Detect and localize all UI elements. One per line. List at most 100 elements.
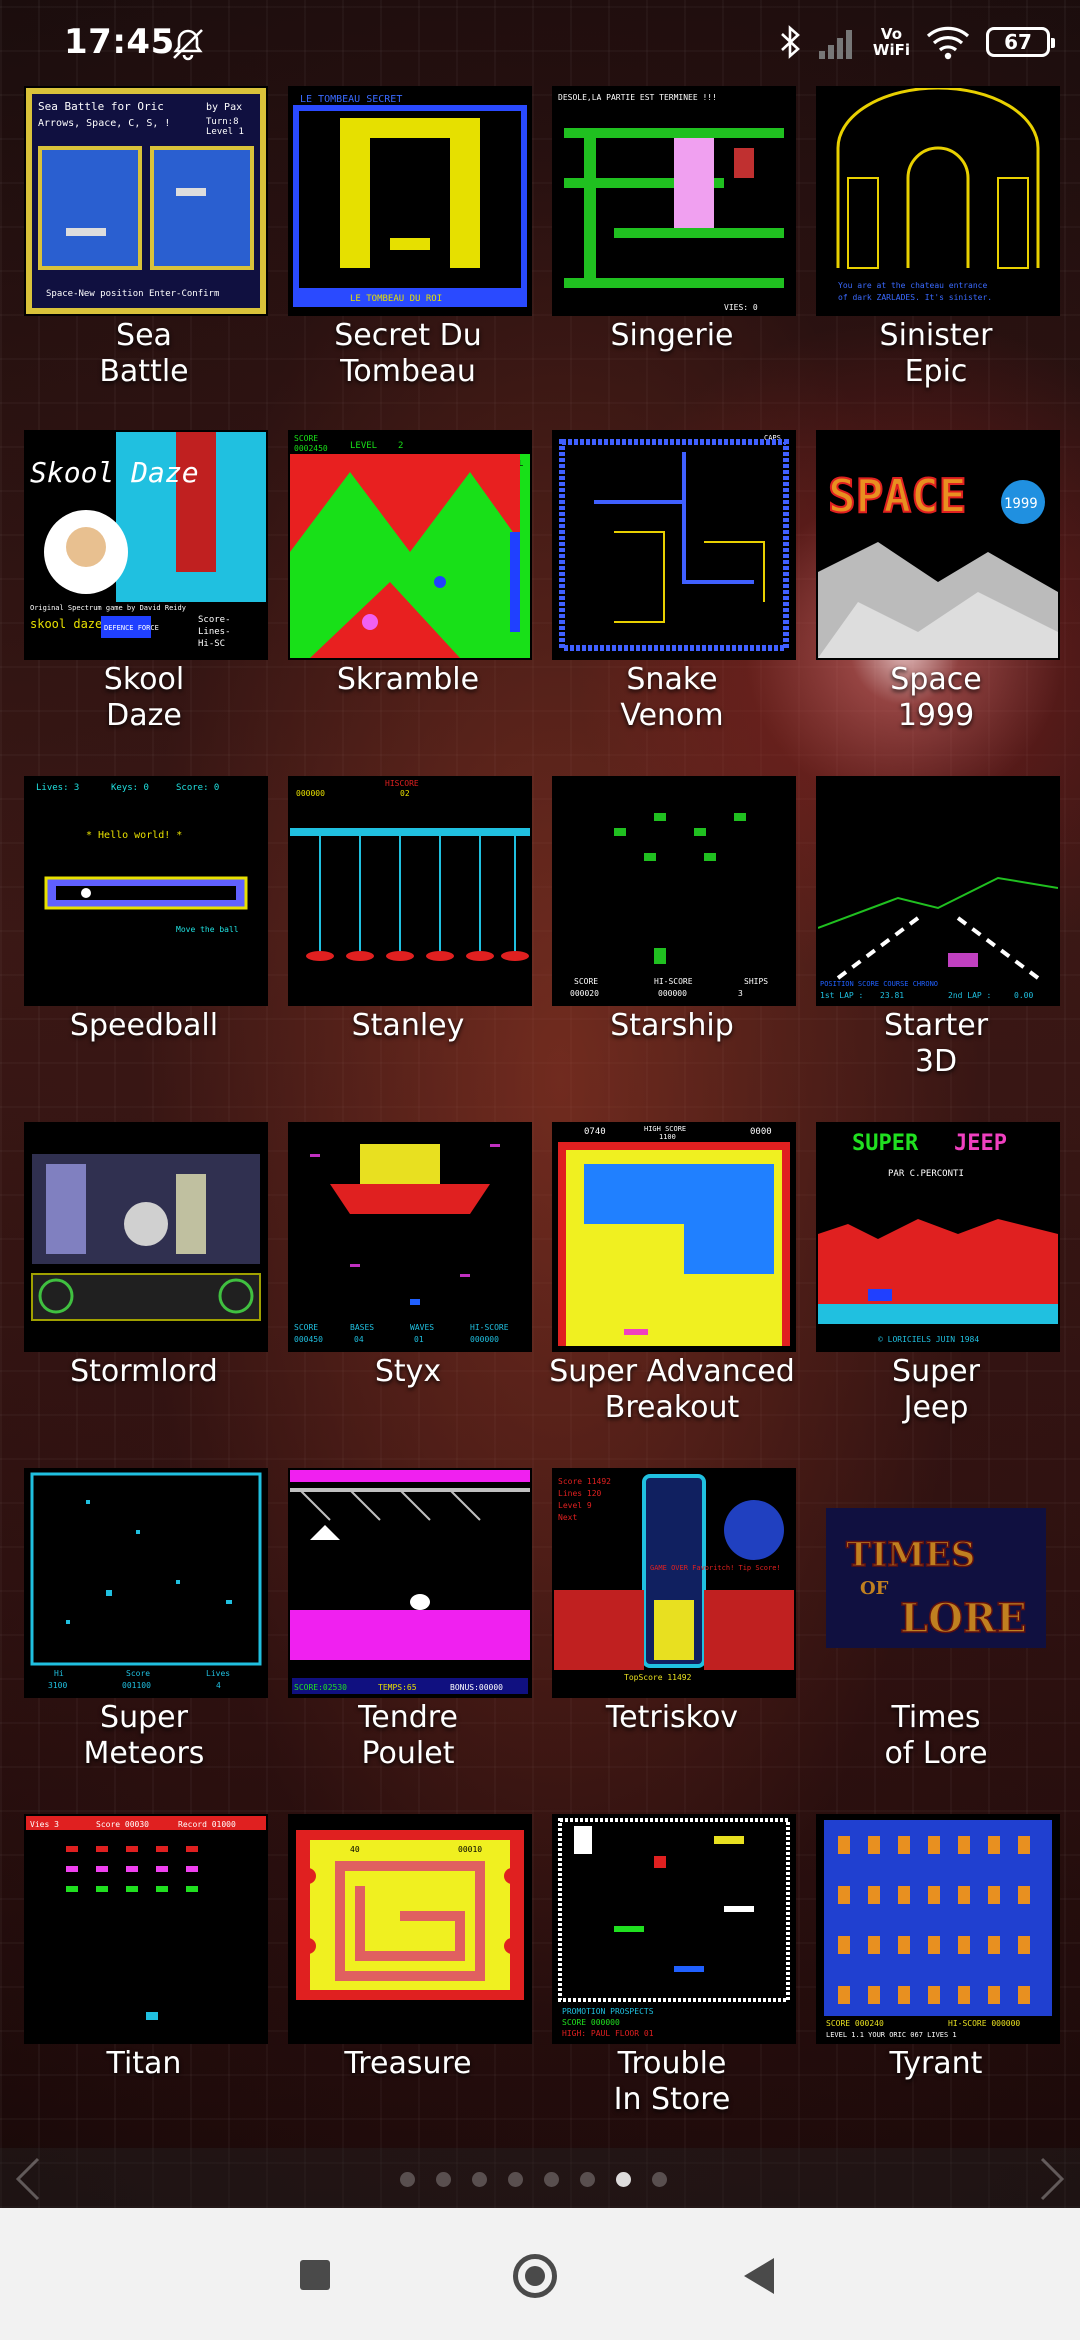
thumb-text: Skool Daze xyxy=(30,456,199,489)
thumb-text: Score- xyxy=(198,615,231,625)
app-thumbnail: SUPER JEEP PAR C.PERCONTI © LORICIELS JU… xyxy=(816,1122,1060,1352)
home-button[interactable] xyxy=(513,2254,557,2298)
app-thumbnail: DESOLE,LA PARTIE EST TERMINEE !!! VIES: … xyxy=(552,86,796,316)
app-secret-du-tombeau[interactable]: LE TOMBEAU SECRET LE TOMBEAU DU ROI Secr… xyxy=(276,82,540,412)
app-thumbnail: SCORE BASES WAVES HI-SCORE 000450 04 01 … xyxy=(288,1122,532,1352)
thumb-text: Turn:8 xyxy=(206,117,239,127)
thumb-text: 04 xyxy=(354,1335,364,1344)
thumb-text: HI-SCORE xyxy=(654,977,693,986)
thumb-text: Lives: 3 xyxy=(36,783,79,793)
app-label: Stanley xyxy=(351,1008,465,1043)
app-label: Super Advanced Breakout xyxy=(549,1354,795,1425)
app-thumbnail: Vies 3 Score 00030 Record 01000 xyxy=(24,1814,268,2044)
thumb-text: Original Spectrum game by David Reidy xyxy=(30,604,186,612)
app-titan[interactable]: Vies 3 Score 00030 Record 01000 Titan xyxy=(12,1810,276,2140)
app-label: Sinister Epic xyxy=(879,318,993,389)
app-thumbnail: SCORE:02530 TEMPS:65 BONUS:00000 xyxy=(288,1468,532,1698)
app-thumbnail: PROMOTION PROSPECTS SCORE 000000 HIGH: P… xyxy=(552,1814,796,2044)
app-thumbnail: Sea Battle for Oric by Pax Arrows, Space… xyxy=(24,86,268,316)
page-dot[interactable] xyxy=(508,2172,523,2187)
thumb-text: Score 11492 xyxy=(558,1477,611,1486)
thumb-text: 1999 xyxy=(1004,496,1038,512)
page-dot[interactable] xyxy=(436,2172,451,2187)
app-thumbnail: You are at the chateau entrance of dark … xyxy=(816,86,1060,316)
back-button[interactable] xyxy=(744,2258,774,2294)
thumb-text: BONUS:00000 xyxy=(450,1683,503,1692)
app-super-advanced-breakout[interactable]: 0740 HIGH SCORE 1100 0000 Super Advanced… xyxy=(540,1118,804,1448)
thumb-text: 4 xyxy=(216,1681,221,1690)
app-skool-daze[interactable]: Skool Daze Original Spectrum game by Dav… xyxy=(12,426,276,756)
thumb-text: Lines 120 xyxy=(558,1489,602,1498)
status-bar: 17:45 Vo WiFi 67 xyxy=(0,0,1080,86)
app-super-meteors[interactable]: Hi Score Lives 3100 001100 4 Super Meteo… xyxy=(12,1464,276,1794)
page-indicator-bar xyxy=(0,2148,1080,2208)
app-space-1999[interactable]: SPACE 1999 Space 1999 xyxy=(804,426,1068,756)
battery-level: 67 xyxy=(1004,30,1032,54)
app-thumbnail: Skool Daze Original Spectrum game by Dav… xyxy=(24,430,268,660)
thumb-text: SCORE xyxy=(294,1323,318,1332)
thumb-text: 23.81 xyxy=(880,991,904,1000)
app-label: Super Jeep xyxy=(892,1354,980,1425)
app-label: Skramble xyxy=(336,662,480,697)
page-dot[interactable] xyxy=(652,2172,667,2187)
bluetooth-icon xyxy=(781,25,800,59)
battery-icon: 67 xyxy=(986,27,1055,57)
page-dot[interactable] xyxy=(544,2172,559,2187)
thumb-text: HIGH: PAUL FLOOR 01 xyxy=(562,2029,654,2038)
app-label: Starship xyxy=(610,1008,734,1043)
app-styx[interactable]: SCORE BASES WAVES HI-SCORE 000450 04 01 … xyxy=(276,1118,540,1448)
previous-page-arrow-icon[interactable] xyxy=(8,2154,48,2204)
app-snake-venom[interactable]: CAPS Snake Venom xyxy=(540,426,804,756)
app-starter-3d[interactable]: POSITION SCORE COURSE CHRONO 1st LAP : 2… xyxy=(804,772,1068,1102)
thumb-text: LEVEL xyxy=(350,441,377,451)
app-label: Treasure xyxy=(344,2046,472,2081)
app-label: Tetriskov xyxy=(605,1700,739,1735)
app-super-jeep[interactable]: SUPER JEEP PAR C.PERCONTI © LORICIELS JU… xyxy=(804,1118,1068,1448)
page-dots xyxy=(400,2172,667,2187)
app-label: Snake Venom xyxy=(620,662,724,733)
app-stanley[interactable]: HISCORE 000000 02 Stanley xyxy=(276,772,540,1102)
thumb-text: DESOLE,LA PARTIE EST TERMINEE !!! xyxy=(558,93,717,102)
thumb-text: 0.00 xyxy=(1014,991,1033,1000)
thumb-text: SCORE xyxy=(574,977,598,986)
app-label: Singerie xyxy=(610,318,734,353)
page-dot[interactable] xyxy=(400,2172,415,2187)
page-dot[interactable] xyxy=(472,2172,487,2187)
thumb-text: Record 01000 xyxy=(178,1820,236,1829)
thumb-text: Next xyxy=(558,1513,577,1522)
app-singerie[interactable]: DESOLE,LA PARTIE EST TERMINEE !!! VIES: … xyxy=(540,82,804,412)
thumb-text: GAME OVER Favoritch! Tip Score! xyxy=(650,1564,781,1572)
thumb-text: HISCORE xyxy=(385,779,419,788)
app-treasure[interactable]: 40 00010 Treasure xyxy=(276,1810,540,2140)
thumb-text: 000450 xyxy=(294,1335,323,1344)
app-sinister-epic[interactable]: You are at the chateau entrance of dark … xyxy=(804,82,1068,412)
app-stormlord[interactable]: Stormlord xyxy=(12,1118,276,1448)
page-dot[interactable] xyxy=(616,2172,631,2187)
app-tyrant[interactable]: SCORE 000240 HI-SCORE 000000 LEVEL 1.1 Y… xyxy=(804,1810,1068,2140)
thumb-text: JEEP xyxy=(954,1131,1007,1156)
app-thumbnail: Lives: 3 Keys: 0 Score: 0 * Hello world!… xyxy=(24,776,268,1006)
app-skramble[interactable]: SCORE 0002450 LEVEL 2 FUEL Skramble xyxy=(276,426,540,756)
thumb-text: SCORE 000240 xyxy=(826,2019,884,2028)
thumb-text: SCORE:02530 xyxy=(294,1683,347,1692)
app-starship[interactable]: SCORE HI-SCORE SHIPS 000020 000000 3 Sta… xyxy=(540,772,804,1102)
recent-apps-button[interactable] xyxy=(300,2260,330,2290)
app-trouble-in-store[interactable]: PROMOTION PROSPECTS SCORE 000000 HIGH: P… xyxy=(540,1810,804,2140)
thumb-text: Sea Battle for Oric xyxy=(38,100,164,113)
page-dot[interactable] xyxy=(580,2172,595,2187)
thumb-text: DEFENCE FORCE xyxy=(104,624,159,632)
app-times-of-lore[interactable]: TIMES OF LORE Times of Lore xyxy=(804,1464,1068,1794)
app-label: Titan xyxy=(106,2046,182,2081)
thumb-text: 02 xyxy=(400,789,410,798)
app-sea-battle[interactable]: Sea Battle for Oric by Pax Arrows, Space… xyxy=(12,82,276,412)
app-label: Starter 3D xyxy=(883,1008,989,1079)
app-label: Times of Lore xyxy=(884,1700,988,1771)
thumb-text: SCORE 000000 xyxy=(562,2018,620,2027)
app-thumbnail: Score 11492 Lines 120 Level 9 Next GAME … xyxy=(552,1468,796,1698)
app-speedball[interactable]: Lives: 3 Keys: 0 Score: 0 * Hello world!… xyxy=(12,772,276,1102)
app-tendre-poulet[interactable]: SCORE:02530 TEMPS:65 BONUS:00000 Tendre … xyxy=(276,1464,540,1794)
thumb-text: 2 xyxy=(398,441,403,451)
next-page-arrow-icon[interactable] xyxy=(1032,2154,1072,2204)
thumb-text: 000020 xyxy=(570,989,599,998)
app-tetriskov[interactable]: Score 11492 Lines 120 Level 9 Next GAME … xyxy=(540,1464,804,1794)
